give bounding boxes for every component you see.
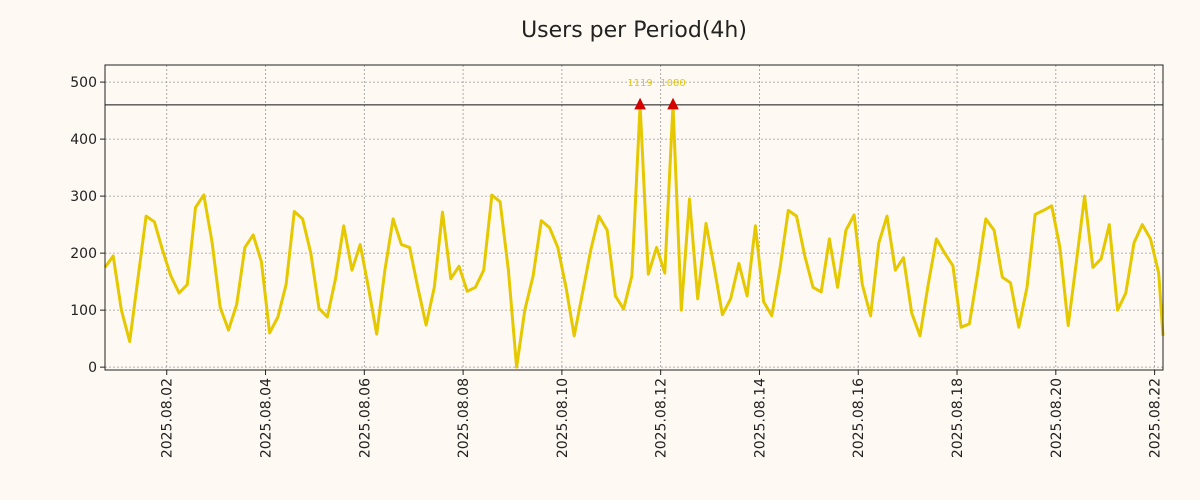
- y-axis-ticks: 0 100 200 300 400 500: [70, 75, 105, 376]
- x-tick-label: 2025.08.10: [555, 378, 571, 458]
- x-tick-label: 2025.08.12: [654, 378, 670, 458]
- y-tick-label: 0: [88, 360, 97, 376]
- series-line-users: [103, 103, 1165, 369]
- grid: [105, 65, 1163, 370]
- x-tick-label: 2025.08.06: [357, 378, 373, 458]
- peak-markers: 1119 1080: [627, 78, 686, 110]
- y-tick-label: 300: [70, 189, 97, 205]
- peak-marker: [667, 97, 679, 110]
- y-tick-label: 200: [70, 246, 97, 262]
- plot-frame: [104, 64, 1164, 371]
- x-tick-label: 2025.08.04: [259, 378, 275, 458]
- x-tick-label: 2025.08.20: [1049, 378, 1065, 458]
- x-tick-label: 2025.08.08: [456, 378, 472, 458]
- x-tick-label: 2025.08.16: [851, 378, 867, 458]
- y-tick-label: 100: [70, 303, 97, 319]
- x-tick-label: 2025.08.02: [160, 378, 176, 458]
- x-tick-label: 2025.08.18: [950, 378, 966, 458]
- peak-marker: [634, 97, 646, 110]
- x-tick-label: 2025.08.22: [1148, 378, 1164, 458]
- peak-label: 1119: [627, 78, 652, 89]
- x-axis-ticks: 2025.08.02 2025.08.04 2025.08.06 2025.08.08…: [160, 370, 1164, 458]
- chart-title: Users per Period(4h): [521, 18, 747, 43]
- y-tick-label: 400: [70, 132, 97, 148]
- x-tick-label: 2025.08.14: [752, 378, 768, 458]
- peak-label: 1080: [660, 78, 685, 89]
- y-tick-label: 500: [70, 75, 97, 91]
